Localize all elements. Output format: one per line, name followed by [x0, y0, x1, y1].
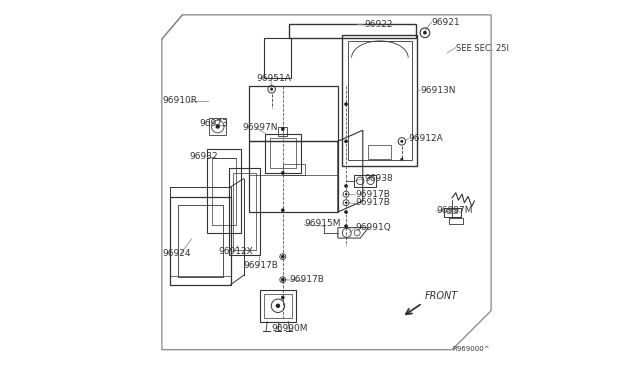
Circle shape: [282, 279, 284, 281]
Text: 96917B: 96917B: [289, 275, 324, 284]
Circle shape: [401, 140, 403, 143]
Text: 96924: 96924: [162, 249, 191, 258]
Circle shape: [344, 210, 348, 214]
Circle shape: [282, 256, 284, 258]
Circle shape: [276, 304, 280, 308]
Circle shape: [344, 102, 348, 106]
Text: 96997N: 96997N: [242, 123, 277, 132]
Circle shape: [401, 158, 403, 161]
Circle shape: [344, 184, 348, 188]
Text: 96912X: 96912X: [219, 247, 253, 256]
Text: 96913N: 96913N: [420, 86, 456, 94]
Circle shape: [281, 296, 285, 299]
Text: 96973: 96973: [199, 119, 228, 128]
Circle shape: [423, 31, 427, 35]
Text: 96997M: 96997M: [436, 206, 472, 215]
Text: 96990M: 96990M: [271, 324, 308, 333]
Text: 96922: 96922: [364, 20, 392, 29]
Circle shape: [345, 193, 347, 195]
Text: 96912A: 96912A: [408, 134, 444, 143]
Text: 96917B: 96917B: [355, 190, 390, 199]
Text: SEE SEC. 25I: SEE SEC. 25I: [456, 44, 509, 53]
Circle shape: [281, 171, 285, 175]
Text: 96938: 96938: [364, 174, 393, 183]
Circle shape: [281, 278, 285, 282]
Circle shape: [216, 124, 220, 129]
Circle shape: [344, 224, 348, 228]
Text: FRONT: FRONT: [425, 291, 458, 301]
Text: 96932: 96932: [189, 153, 218, 161]
Text: 96951A: 96951A: [257, 74, 292, 83]
Circle shape: [345, 202, 347, 204]
Text: 96910R: 96910R: [162, 96, 197, 105]
Circle shape: [281, 255, 285, 259]
Text: R969000^: R969000^: [452, 346, 490, 352]
Text: 96921: 96921: [431, 18, 460, 27]
Circle shape: [270, 88, 273, 91]
Text: 96917B: 96917B: [355, 198, 390, 207]
Circle shape: [344, 140, 348, 143]
Text: 96917B: 96917B: [244, 262, 278, 270]
Text: 96915M: 96915M: [305, 219, 341, 228]
Circle shape: [281, 208, 285, 212]
Circle shape: [281, 127, 285, 131]
Text: 96991Q: 96991Q: [355, 223, 391, 232]
